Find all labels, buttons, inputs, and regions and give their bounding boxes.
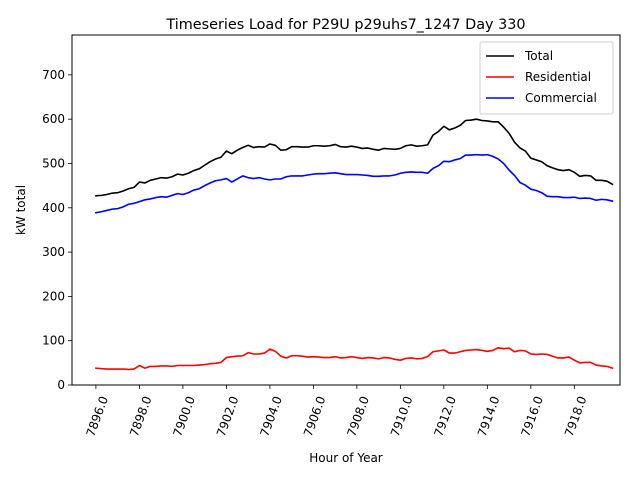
y-tick-label: 300: [42, 245, 65, 259]
y-tick-label: 0: [57, 378, 65, 392]
y-tick-label: 200: [42, 289, 65, 303]
y-tick-label: 700: [42, 68, 65, 82]
y-tick-label: 400: [42, 201, 65, 215]
y-tick-label: 500: [42, 156, 65, 170]
series-layer: [95, 118, 614, 371]
series-line-residential: [95, 346, 614, 371]
y-axis: 0 100 200 300 400 500 600 700: [42, 68, 72, 392]
y-axis-label: kW total: [14, 185, 28, 235]
legend-box: [479, 41, 614, 115]
legend-label-total: Total: [524, 49, 553, 63]
plot-frame: [71, 34, 621, 386]
x-axis-label: Hour of Year: [309, 451, 383, 465]
legend: Total Residential Commercial: [479, 41, 614, 115]
series-line-commercial: [95, 153, 614, 214]
y-tick-label: 600: [42, 112, 65, 126]
series-line-total: [95, 118, 614, 197]
y-tick-label: 100: [42, 334, 65, 348]
legend-label-commercial: Commercial: [525, 91, 597, 105]
legend-label-residential: Residential: [525, 70, 591, 84]
chart-title: Timeseries Load for P29U p29uhs7_1247 Da…: [165, 17, 525, 33]
